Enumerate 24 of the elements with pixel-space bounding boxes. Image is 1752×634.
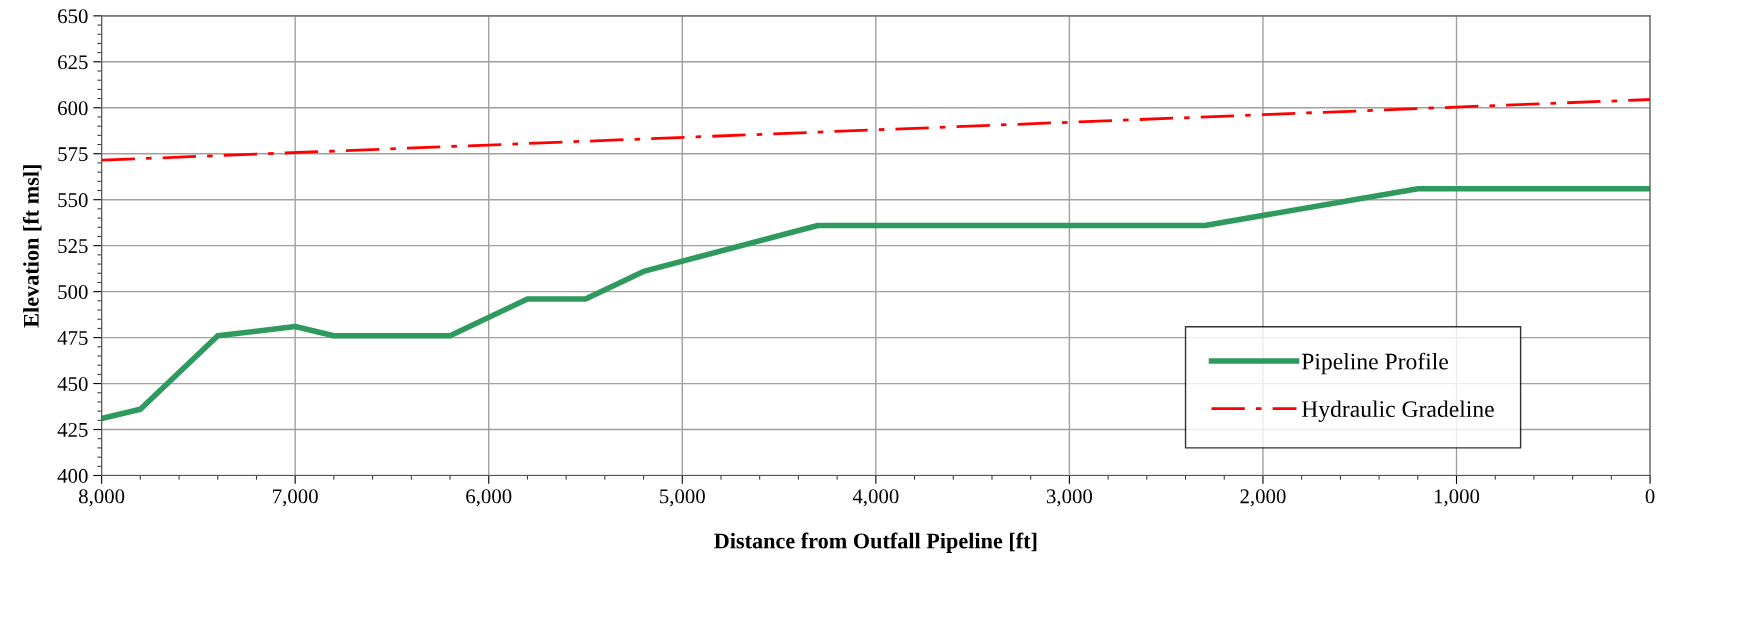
y-tick-label: 450: [57, 376, 88, 391]
y-tick-label: 475: [57, 331, 88, 346]
x-tick-label: 7,000: [273, 489, 318, 507]
x-tick-label: 0: [1645, 489, 1655, 504]
y-tick-label: 600: [58, 101, 88, 116]
x-tick-label: 5,000: [660, 489, 705, 507]
y-axis-title: Elevation [ft msl]: [22, 165, 42, 328]
y-tick-label: 400: [57, 468, 88, 483]
x-tick-label: 8,000: [78, 489, 125, 507]
x-tick-label: 2,000: [1240, 489, 1286, 507]
legend-label: Pipeline Profile: [1301, 352, 1448, 375]
y-tick-label: 625: [58, 55, 88, 70]
y-tick-label: 425: [57, 422, 88, 437]
y-tick-label: 525: [58, 239, 88, 254]
x-axis-title: Distance from Outfall Pipeline [ft]: [714, 532, 1037, 553]
y-tick-label: 500: [58, 285, 88, 300]
y-tick-label: 575: [58, 147, 88, 162]
y-tick-label: 550: [58, 193, 88, 208]
y-tick-label: 650: [58, 9, 88, 24]
x-tick-label: 4,000: [852, 489, 899, 507]
x-tick-label: 1,000: [1434, 489, 1480, 507]
x-tick-label: 6,000: [466, 489, 512, 507]
legend-label: Hydraulic Gradeline: [1301, 400, 1494, 422]
x-tick-label: 3,000: [1046, 489, 1093, 507]
